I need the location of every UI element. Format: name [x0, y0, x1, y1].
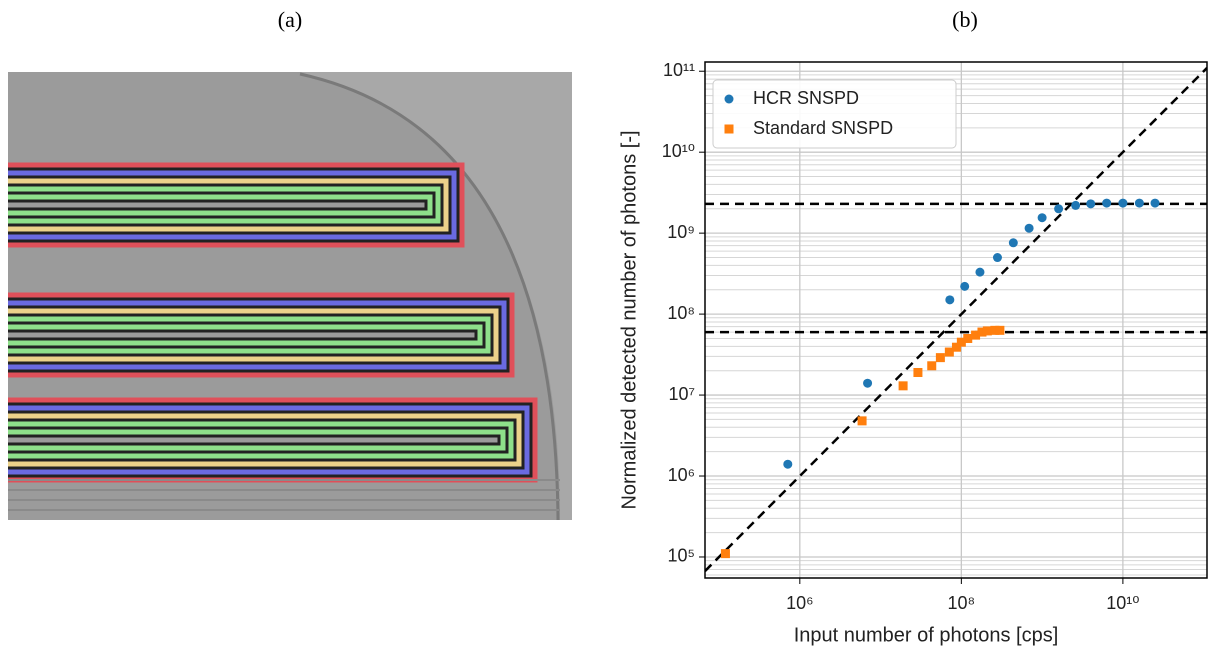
finger — [8, 170, 457, 240]
finger — [8, 402, 533, 478]
point — [1086, 199, 1096, 209]
finger — [8, 313, 494, 357]
x-axis-label: Input number of photons [cps] — [794, 624, 1059, 646]
point — [724, 124, 734, 134]
point — [951, 342, 961, 352]
finger — [8, 16, 246, 44]
point — [990, 325, 1000, 335]
point — [913, 367, 923, 377]
finger — [8, 162, 465, 248]
point — [977, 327, 987, 337]
y-tick-label: 10⁹ — [667, 222, 695, 242]
point — [1024, 223, 1034, 233]
point — [1037, 213, 1047, 223]
finger — [8, 300, 507, 370]
reference-line — [705, 66, 1207, 572]
y-tick-label: 10⁶ — [668, 465, 695, 485]
finger — [8, 316, 491, 354]
point — [992, 253, 1002, 263]
point — [995, 325, 1005, 335]
x-tick-label: 10⁶ — [786, 593, 813, 613]
finger — [8, 186, 441, 224]
finger — [8, 28, 234, 32]
finger — [8, 24, 238, 36]
finger — [8, 297, 510, 373]
panel-label: (a) — [278, 7, 302, 32]
point — [1118, 198, 1128, 208]
point — [1134, 198, 1144, 208]
legend-box — [712, 79, 957, 149]
point — [960, 281, 970, 291]
finger — [8, 194, 433, 216]
plot: 10⁵ 10⁶ 10⁷ 10⁸ 10⁹ 10¹⁰ 10¹¹ 10⁶ 10⁸ 10¹⁰ HCR SNS… — [618, 60, 1208, 646]
x-tick-label: 10¹⁰ — [1106, 593, 1139, 613]
point — [956, 337, 966, 347]
finger — [8, 421, 514, 459]
point — [783, 459, 793, 469]
y-tick-label: 10⁸ — [667, 303, 695, 323]
finger — [8, 410, 525, 470]
finger — [8, 178, 449, 232]
y-tick-label: 10¹¹ — [663, 60, 695, 80]
finger — [8, 199, 428, 211]
y-axis-label: Normalized detected number of photons [-… — [618, 130, 640, 509]
x-tick-label: 10⁸ — [948, 593, 976, 613]
y-tick-label: 10¹⁰ — [662, 141, 695, 161]
finger — [8, 167, 460, 243]
finger — [8, 426, 509, 454]
point — [1150, 198, 1160, 208]
point — [1008, 238, 1018, 248]
point — [944, 347, 954, 357]
finger — [8, 12, 250, 48]
finger — [8, 405, 530, 475]
finger — [8, 191, 436, 219]
finger — [8, 413, 522, 467]
finger — [8, 321, 486, 349]
point — [971, 330, 981, 340]
point — [898, 381, 908, 391]
finger — [8, 305, 502, 365]
micrograph — [8, 12, 572, 520]
point — [724, 94, 734, 104]
point — [1102, 198, 1112, 208]
finger — [8, 429, 506, 451]
finger — [8, 418, 517, 462]
point — [1071, 200, 1081, 210]
y-tick-label: 10⁵ — [668, 546, 695, 566]
point — [720, 549, 730, 559]
plot-frame — [704, 61, 1208, 579]
finger — [8, 20, 242, 40]
point — [927, 361, 937, 371]
y-tick-label: 10⁷ — [668, 384, 695, 404]
finger — [8, 175, 452, 235]
finger — [8, 308, 499, 362]
point — [945, 295, 955, 305]
point — [863, 378, 873, 388]
legend-label: Standard SNSPD — [753, 118, 893, 138]
point — [963, 333, 973, 343]
point — [975, 267, 985, 277]
finger — [8, 329, 478, 341]
point — [982, 326, 992, 336]
point — [935, 353, 945, 363]
finger — [8, 292, 515, 378]
legend-label: HCR SNSPD — [753, 88, 859, 108]
point — [857, 416, 867, 426]
finger — [8, 183, 444, 227]
point — [1054, 204, 1064, 214]
finger — [8, 434, 501, 446]
finger — [8, 324, 483, 346]
panel-label: (b) — [952, 7, 978, 32]
